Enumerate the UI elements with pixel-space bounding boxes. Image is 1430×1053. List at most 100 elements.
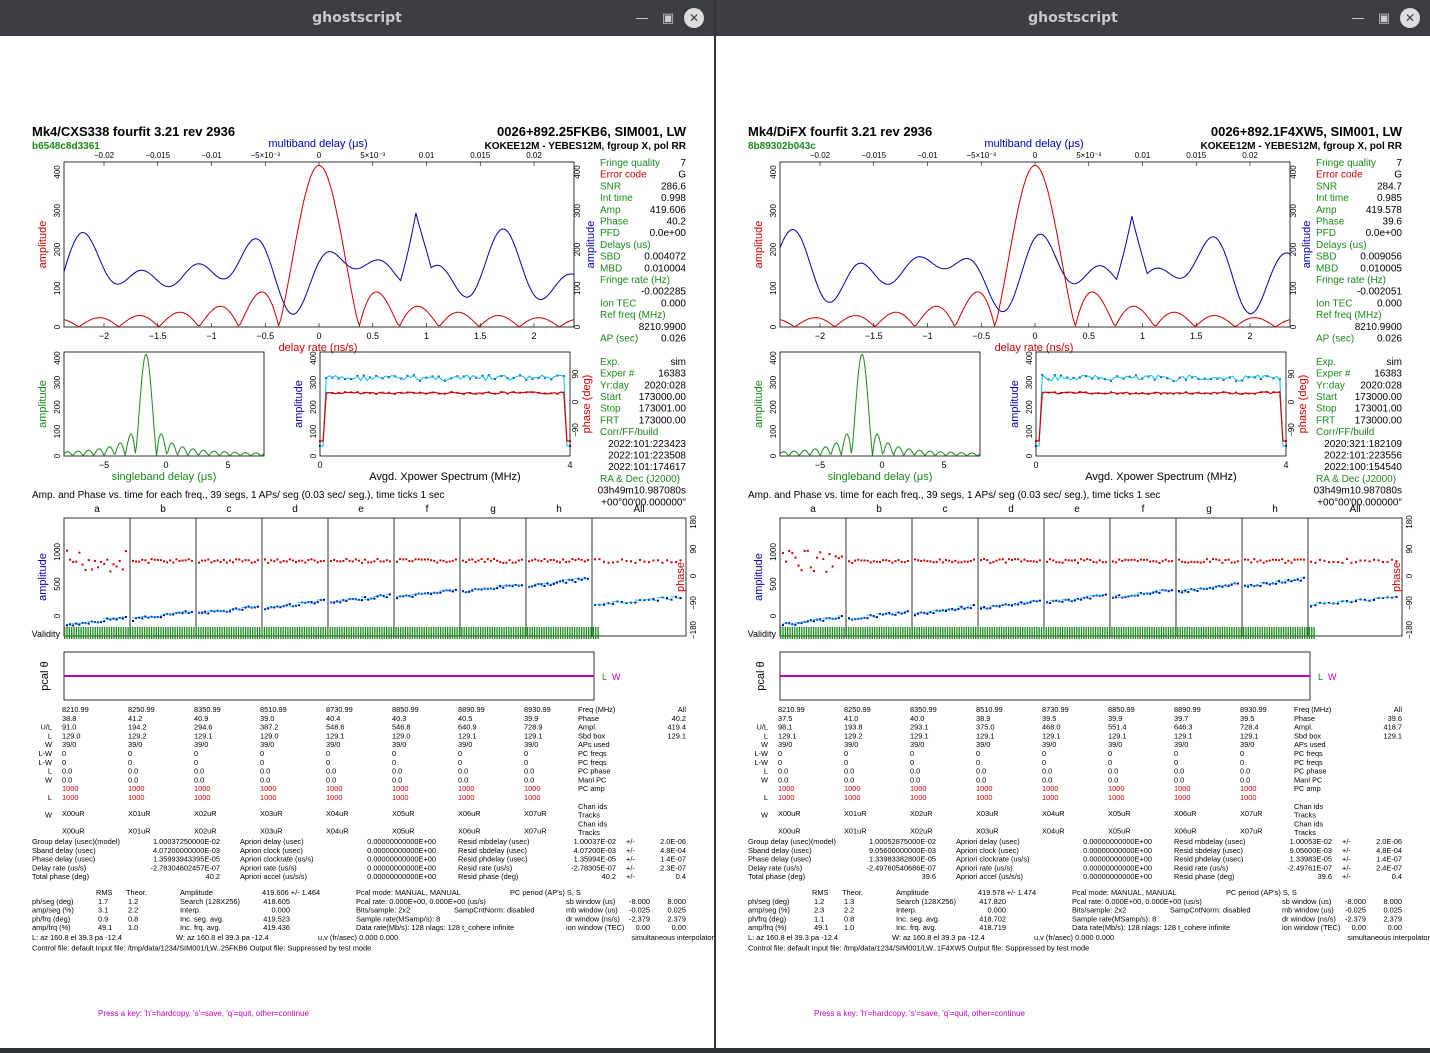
info-value: 173001.00: [1355, 404, 1403, 415]
seg-amp-tick: 500: [769, 577, 778, 591]
amp-seg-point: [834, 617, 837, 620]
amp-seg-point: [888, 611, 891, 614]
amp-seg-point: [583, 577, 586, 580]
table-cell: 39/0: [326, 740, 340, 749]
amp-seg-point: [322, 598, 325, 601]
phase-seg-point: [917, 559, 920, 562]
rms-row-label: amp/seg (%): [748, 906, 790, 915]
sbd-amp-tick: 0: [769, 453, 778, 458]
table-cell: 39/0: [194, 740, 208, 749]
validity-tick: [1294, 627, 1296, 639]
row-name: PC freqs: [578, 749, 607, 758]
amp-seg-point: [1373, 598, 1375, 601]
validity-tick: [590, 627, 592, 639]
amp-seg-point: [543, 584, 546, 587]
phase-seg-point: [295, 561, 297, 564]
amp-seg-point: [1391, 596, 1393, 599]
amp-seg-point: [1302, 576, 1305, 579]
info-value: 0.010005: [1360, 263, 1402, 274]
resid-error: 1.4E-07: [660, 855, 686, 864]
phase-seg-point: [483, 560, 486, 563]
phase-seg-point: [310, 558, 313, 561]
validity-tick: [1203, 627, 1205, 639]
seg-phase-tick: 90: [1405, 544, 1414, 553]
validity-tick: [150, 627, 153, 639]
titlebar[interactable]: ghostscript — ▣ ✕: [0, 0, 714, 36]
validity-tick: [899, 627, 902, 639]
validity-tick: [845, 627, 848, 639]
top-tick-label: 0.01: [419, 151, 435, 160]
phase-seg-point: [612, 561, 614, 564]
phase-seg-point: [319, 560, 322, 563]
apriori-label: Apriori delay (usec): [956, 837, 1020, 846]
validity-tick: [1099, 627, 1101, 639]
sbd-tick-label: 0: [163, 460, 168, 470]
maximize-icon[interactable]: ▣: [661, 10, 675, 26]
table-cell: 129.1: [1240, 731, 1259, 740]
validity-tick: [1297, 627, 1299, 639]
apriori-label: Apriori delay (usec): [240, 837, 304, 846]
bottom-tick-label: −0.5: [972, 331, 990, 341]
amp-seg-point: [420, 592, 423, 595]
amp-seg-point: [1121, 596, 1124, 599]
amp-row-label: Search (128X256): [180, 897, 240, 906]
validity-tick: [418, 627, 421, 639]
top-tick-label: 5×10⁻³: [1076, 151, 1101, 160]
phase-seg-point: [992, 561, 995, 564]
info-value: 2022:101:223423: [608, 439, 686, 450]
amp-seg-point: [451, 590, 454, 593]
window-label: mb window (us): [566, 906, 618, 915]
validity-tick: [1085, 627, 1087, 639]
table-cell: 0: [778, 749, 782, 758]
row-name: Manl PC: [1294, 775, 1323, 784]
stat-label: Phase delay (usec): [32, 855, 95, 864]
amp-tick-label: 100: [53, 281, 62, 295]
minimize-icon[interactable]: —: [635, 10, 649, 26]
titlebar[interactable]: ghostscript — ▣ ✕: [716, 0, 1430, 36]
phase-seg-point: [1359, 559, 1362, 562]
amp-seg-point: [511, 585, 514, 588]
ghostscript-window-left[interactable]: ghostscript — ▣ ✕ Mk4/CXS338 fourfit 3.2…: [0, 0, 715, 1048]
phase-seg-point: [1029, 560, 1032, 563]
validity-tick: [463, 627, 465, 639]
amp-tick-label: 400: [769, 165, 778, 179]
phase-seg-point: [339, 560, 342, 563]
phase-seg-point: [657, 559, 659, 562]
apriori-value: 0.00000000000E+00: [367, 846, 436, 855]
phase-seg-point: [1077, 561, 1079, 564]
info-value: 173001.00: [639, 404, 687, 415]
validity-tick: [965, 627, 967, 639]
info-value: 173000.00: [1355, 415, 1403, 426]
resid-value: 40.2: [602, 872, 616, 881]
phase-seg-point: [408, 559, 411, 562]
validity-tick: [496, 627, 498, 639]
row-sideband: W: [45, 740, 52, 749]
validity-tick: [444, 627, 446, 639]
xpower-plot-frame: [1035, 351, 1287, 457]
phase-seg-point: [900, 560, 903, 563]
close-icon[interactable]: ✕: [1400, 8, 1420, 28]
validity-tick: [113, 627, 115, 639]
validity-tick: [381, 627, 383, 639]
amp-seg-point: [1104, 593, 1107, 596]
amp-seg-point: [1205, 587, 1208, 590]
sbd-tick-label: 5: [225, 460, 230, 470]
validity-tick: [1252, 627, 1254, 639]
validity-tick: [1015, 627, 1017, 639]
close-icon[interactable]: ✕: [684, 8, 704, 28]
phase-seg-point: [454, 558, 457, 561]
resid-label: Resid phase (deg): [458, 872, 518, 881]
amp-seg-point: [90, 620, 93, 623]
row-sideband: L-W: [38, 758, 52, 767]
amp-seg-point: [1290, 580, 1293, 583]
ghostscript-window-right[interactable]: ghostscript — ▣ ✕ Mk4/DiFX fourfit 3.21 …: [716, 0, 1430, 1048]
validity-tick: [782, 627, 784, 639]
validity-tick: [1083, 627, 1085, 639]
stat-label: Sband delay (usec): [748, 846, 812, 855]
row-sideband: U/L: [40, 723, 52, 732]
validity-tick: [270, 627, 273, 639]
amp-seg-point: [382, 594, 385, 597]
table-cell: 0: [1174, 749, 1178, 758]
minimize-icon[interactable]: —: [1351, 10, 1365, 26]
maximize-icon[interactable]: ▣: [1377, 10, 1391, 26]
